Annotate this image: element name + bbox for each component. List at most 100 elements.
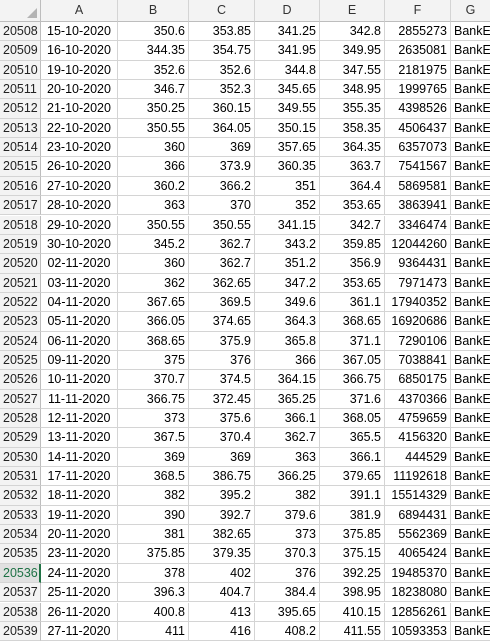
cell-c[interactable]: 413 xyxy=(189,602,255,622)
cell-e[interactable]: 411.55 xyxy=(320,621,385,641)
row-header[interactable]: 20528 xyxy=(0,409,41,429)
cell-d[interactable]: 370.3 xyxy=(255,544,320,564)
row-header[interactable]: 20535 xyxy=(0,544,41,564)
row-header[interactable]: 20518 xyxy=(0,215,41,235)
cell-e[interactable]: 371.6 xyxy=(320,389,385,409)
cell-e[interactable]: 375.15 xyxy=(320,544,385,564)
row-header[interactable]: 20514 xyxy=(0,138,41,158)
cell-g[interactable]: BankE xyxy=(451,467,490,487)
cell-g[interactable]: BankE xyxy=(451,216,490,235)
cell-a-date[interactable]: 18-11-2020 xyxy=(41,486,118,506)
cell-d[interactable]: 347.2 xyxy=(255,273,320,293)
cell-f[interactable]: 17940352 xyxy=(385,292,451,313)
column-header-b[interactable]: B xyxy=(118,0,189,22)
cell-c[interactable]: 375.9 xyxy=(189,331,255,351)
cell-d[interactable]: 363 xyxy=(255,447,320,468)
cell-g[interactable]: BankE xyxy=(451,61,490,81)
cell-b[interactable]: 369 xyxy=(118,447,189,468)
cell-g[interactable]: BankE xyxy=(451,312,490,332)
cell-g[interactable]: BankE xyxy=(451,293,490,313)
cell-f[interactable]: 444529 xyxy=(385,447,451,468)
row-header[interactable]: 20533 xyxy=(0,505,41,526)
cell-e[interactable]: 392.25 xyxy=(320,563,385,584)
cell-g[interactable]: BankE xyxy=(451,138,490,158)
cell-c[interactable]: 370 xyxy=(189,196,255,216)
cell-a-date[interactable]: 04-11-2020 xyxy=(41,292,118,313)
cell-g[interactable]: BankE xyxy=(451,409,490,429)
row-header[interactable]: 20516 xyxy=(0,176,41,197)
cell-b[interactable]: 375.85 xyxy=(118,544,189,564)
cell-f[interactable]: 15514329 xyxy=(385,486,451,506)
cell-a-date[interactable]: 11-11-2020 xyxy=(41,389,118,409)
cell-a-date[interactable]: 19-11-2020 xyxy=(41,505,118,526)
cell-d[interactable]: 365.25 xyxy=(255,389,320,409)
cell-g[interactable]: BankE xyxy=(451,622,490,641)
row-header[interactable]: 20536 xyxy=(0,563,41,584)
cell-g[interactable]: BankE xyxy=(451,486,490,506)
cell-c[interactable]: 350.55 xyxy=(189,215,255,235)
cell-f[interactable]: 5869581 xyxy=(385,176,451,197)
cell-g[interactable]: BankE xyxy=(451,603,490,622)
cell-a-date[interactable]: 25-11-2020 xyxy=(41,583,118,603)
cell-c[interactable]: 364.05 xyxy=(189,118,255,139)
cell-b[interactable]: 368.65 xyxy=(118,331,189,351)
cell-e[interactable]: 342.7 xyxy=(320,215,385,235)
cell-f[interactable]: 16920686 xyxy=(385,312,451,332)
cell-a-date[interactable]: 30-10-2020 xyxy=(41,234,118,255)
cell-f[interactable]: 2181975 xyxy=(385,60,451,81)
cell-a-date[interactable]: 16-10-2020 xyxy=(41,41,118,61)
cell-d[interactable]: 362.7 xyxy=(255,428,320,448)
cell-a-date[interactable]: 23-10-2020 xyxy=(41,138,118,158)
cell-d[interactable]: 366 xyxy=(255,350,320,371)
cell-e[interactable]: 349.95 xyxy=(320,41,385,61)
cell-g[interactable]: BankE xyxy=(451,80,490,100)
cell-g[interactable]: BankE xyxy=(451,390,490,409)
cell-d[interactable]: 395.65 xyxy=(255,602,320,622)
cell-e[interactable]: 365.5 xyxy=(320,428,385,448)
cell-e[interactable]: 359.85 xyxy=(320,234,385,255)
cell-f[interactable]: 3863941 xyxy=(385,196,451,216)
row-header[interactable]: 20509 xyxy=(0,41,41,61)
cell-e[interactable]: 363.7 xyxy=(320,157,385,177)
cell-f[interactable]: 1999765 xyxy=(385,80,451,100)
row-header[interactable]: 20527 xyxy=(0,389,41,409)
cell-g[interactable]: BankE xyxy=(451,157,490,177)
cell-d[interactable]: 343.2 xyxy=(255,234,320,255)
cell-b[interactable]: 350.55 xyxy=(118,215,189,235)
cell-d[interactable]: 351.2 xyxy=(255,254,320,274)
cell-c[interactable]: 379.35 xyxy=(189,544,255,564)
cell-b[interactable]: 396.3 xyxy=(118,583,189,603)
row-header[interactable]: 20531 xyxy=(0,467,41,487)
cell-a-date[interactable]: 29-10-2020 xyxy=(41,215,118,235)
cell-e[interactable]: 410.15 xyxy=(320,602,385,622)
cell-f[interactable]: 7038841 xyxy=(385,350,451,371)
cell-a-date[interactable]: 22-10-2020 xyxy=(41,118,118,139)
cell-c[interactable]: 362.7 xyxy=(189,254,255,274)
cell-a-date[interactable]: 26-10-2020 xyxy=(41,157,118,177)
cell-a-date[interactable]: 06-11-2020 xyxy=(41,331,118,351)
cell-g[interactable]: BankE xyxy=(451,177,490,197)
cell-b[interactable]: 411 xyxy=(118,621,189,641)
cell-d[interactable]: 366.25 xyxy=(255,467,320,487)
cell-f[interactable]: 4156320 xyxy=(385,428,451,448)
cell-b[interactable]: 390 xyxy=(118,505,189,526)
cell-d[interactable]: 357.65 xyxy=(255,138,320,158)
cell-a-date[interactable]: 28-10-2020 xyxy=(41,196,118,216)
cell-c[interactable]: 362.7 xyxy=(189,234,255,255)
cell-e[interactable]: 353.65 xyxy=(320,273,385,293)
cell-b[interactable]: 378 xyxy=(118,563,189,584)
cell-d[interactable]: 379.6 xyxy=(255,505,320,526)
cell-b[interactable]: 367.5 xyxy=(118,428,189,448)
cell-f[interactable]: 12856261 xyxy=(385,602,451,622)
cell-d[interactable]: 373 xyxy=(255,525,320,545)
cell-d[interactable]: 366.1 xyxy=(255,409,320,429)
column-header-d[interactable]: D xyxy=(255,0,320,22)
cell-b[interactable]: 350.55 xyxy=(118,118,189,139)
cell-e[interactable]: 368.05 xyxy=(320,409,385,429)
cell-b[interactable]: 366.05 xyxy=(118,312,189,332)
column-header-f[interactable]: F xyxy=(385,0,451,22)
cell-b[interactable]: 400.8 xyxy=(118,602,189,622)
cell-e[interactable]: 366.75 xyxy=(320,370,385,390)
row-header[interactable]: 20534 xyxy=(0,525,41,545)
cell-e[interactable]: 375.85 xyxy=(320,525,385,545)
